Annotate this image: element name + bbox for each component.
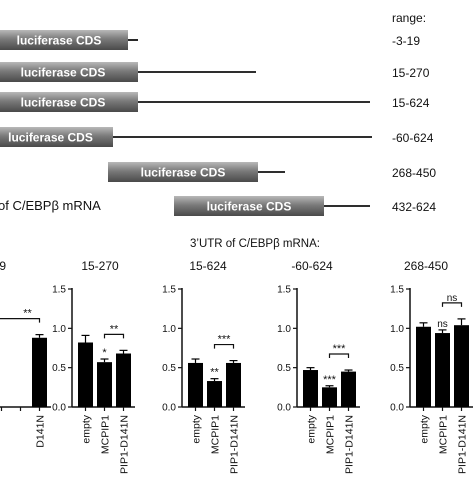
y-tick-label: 0.0 (277, 403, 291, 414)
bracket-label: ns (447, 293, 458, 304)
bracket-label: *** (333, 343, 347, 355)
significance-bracket (441, 302, 463, 307)
bar (116, 353, 131, 407)
bar (97, 362, 112, 407)
luciferase-box (174, 196, 324, 216)
construct-range: -3-19 (392, 34, 420, 48)
construct-range: 15-624 (392, 96, 430, 110)
bar (341, 371, 356, 407)
bar (416, 326, 431, 407)
bar-chart-panel: 15-624 0.0 0.5 1.0 1.5 empty MCPIP1 MCPIP1-D141… (162, 259, 245, 479)
construct-row: luciferase CDS 268-450 (108, 162, 436, 182)
y-tick-label: 1.0 (277, 324, 291, 335)
construct-range: 432-624 (392, 200, 436, 214)
x-tick-label: MCPIP1-D141N (344, 415, 356, 474)
significance-bracket (328, 353, 350, 359)
bracket-label: ** (23, 308, 32, 320)
x-tick-label: empty (306, 414, 318, 443)
x-tick-label: empty (81, 414, 93, 443)
significance-bracket (213, 343, 235, 349)
x-tick-label: D141N (35, 415, 47, 448)
y-tick-label: 0.0 (52, 403, 66, 414)
construct-range: 15-270 (392, 66, 430, 80)
significance-label: ** (210, 367, 219, 379)
bar (435, 333, 450, 407)
y-tick-label: 1.5 (52, 285, 66, 296)
bar (32, 337, 47, 407)
panel-title: -60-624 (291, 259, 333, 273)
panel-title: 15-270 (81, 259, 119, 273)
y-tick-label: 0.5 (277, 363, 291, 374)
y-tick-label: 0.0 (390, 403, 404, 414)
x-tick-label: empty (191, 414, 203, 443)
y-tick-label: 1.5 (390, 285, 404, 296)
x-tick-label: empty (419, 414, 431, 443)
x-tick-label: MCPIP1-D141N (119, 415, 131, 474)
diagram-left-label: of C/EBPβ mRNA (0, 198, 101, 213)
significance-bracket (103, 333, 125, 339)
bar (303, 370, 318, 407)
luciferase-label: luciferase CDS (17, 34, 102, 48)
x-tick-label: MCPIP1-D141N (229, 415, 241, 474)
bar-chart-panel: 9 D141N ** (0, 259, 51, 448)
y-tick-label: 0.5 (52, 363, 66, 374)
bar-chart-panel: -60-624 0.0 0.5 1.0 1.5 empty MCPIP1 MCPIP1-D14… (277, 259, 360, 479)
luciferase-box (0, 30, 128, 50)
significance-bracket (0, 318, 41, 323)
luciferase-box (108, 162, 258, 182)
luciferase-label: luciferase CDS (141, 166, 226, 180)
bar (322, 387, 337, 407)
y-tick-label: 0.5 (390, 363, 404, 374)
y-tick-label: 0.5 (162, 363, 176, 374)
y-tick-label: 0.0 (162, 403, 176, 414)
luciferase-box (0, 92, 138, 112)
bracket-label: *** (218, 334, 232, 346)
luciferase-label: luciferase CDS (8, 131, 93, 145)
construct-row: luciferase CDS 432-624 (174, 196, 436, 216)
construct-range: 268-450 (392, 166, 436, 180)
significance-label: * (102, 347, 107, 359)
construct-row: luciferase CDS 15-270 (0, 62, 430, 82)
x-tick-label: MCPIP1 (438, 415, 450, 454)
construct-range: -60-624 (392, 131, 434, 145)
significance-label: *** (323, 374, 337, 386)
bar (78, 342, 93, 407)
bar-chart-panel: 268-450 0.0 0.5 1.0 1.5 empty MCPIP1 MCPIP1-D14… (390, 259, 473, 479)
bar (226, 362, 241, 407)
luciferase-label: luciferase CDS (21, 96, 106, 110)
y-tick-label: 1.0 (390, 324, 404, 335)
bar-chart-panel: 15-270 0.0 0.5 1.0 1.5 empty MCPIP1 MCPIP1-D141… (52, 259, 135, 479)
x-tick-label: MCPIP1 (325, 415, 337, 454)
y-tick-label: 1.5 (162, 285, 176, 296)
bar (207, 381, 222, 407)
range-header: range: (392, 11, 426, 25)
panel-title: 15-624 (189, 259, 227, 273)
bar (188, 362, 203, 407)
luciferase-label: luciferase CDS (21, 66, 106, 80)
significance-label: ns (437, 319, 448, 330)
luciferase-box (0, 62, 138, 82)
y-tick-label: 1.0 (162, 324, 176, 335)
panel-title: 268-450 (404, 259, 448, 273)
x-tick-label: MCPIP1 (210, 415, 222, 454)
luciferase-box (0, 127, 113, 147)
bracket-label: ** (110, 323, 119, 335)
construct-row: luciferase CDS -60-624 (0, 127, 434, 147)
luciferase-label: luciferase CDS (207, 200, 292, 214)
panel-title: 9 (0, 259, 6, 273)
construct-row: luciferase CDS -3-19 (0, 30, 420, 50)
y-tick-label: 1.5 (277, 285, 291, 296)
bar (454, 325, 469, 407)
y-tick-label: 1.0 (52, 324, 66, 335)
x-tick-label: MCPIP1-D141N (457, 415, 469, 474)
construct-row: luciferase CDS 15-624 (0, 92, 430, 112)
section-title: 3’UTR of C/EBPβ mRNA: (190, 238, 320, 250)
bar-charts: 9 D141N ** 15-270 0.0 0.5 1.0 1.5 empty MCPIP1 MCP… (0, 259, 473, 479)
x-tick-label: MCPIP1 (100, 415, 112, 454)
